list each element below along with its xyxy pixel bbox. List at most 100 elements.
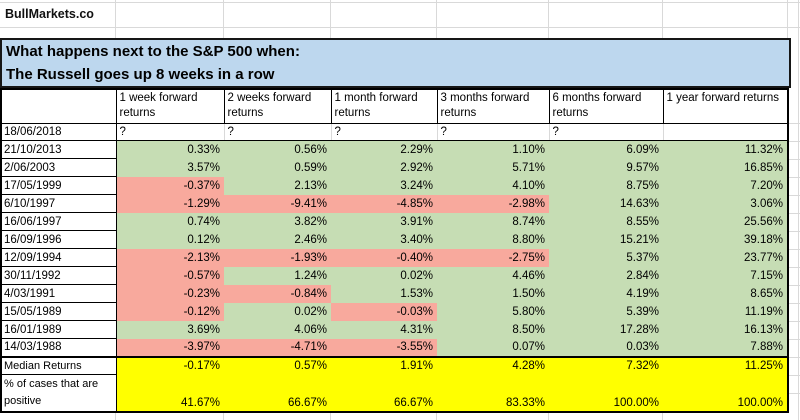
return-cell[interactable]: -2.13% <box>116 248 224 267</box>
return-cell[interactable]: 2.84% <box>549 266 663 285</box>
positive-value-cell[interactable]: 100.00% <box>663 374 788 412</box>
median-label-cell[interactable]: Median Returns <box>0 355 117 375</box>
return-cell[interactable]: 7.88% <box>663 338 788 357</box>
date-cell[interactable]: 12/09/1994 <box>0 248 117 267</box>
return-cell[interactable]: 2.46% <box>224 230 331 249</box>
return-cell[interactable]: -2.75% <box>437 248 549 267</box>
question-cell[interactable]: ? <box>224 123 332 141</box>
question-cell[interactable]: ? <box>437 123 550 141</box>
return-cell[interactable]: 0.02% <box>224 302 331 321</box>
return-cell[interactable]: 3.06% <box>663 194 788 213</box>
return-cell[interactable]: 8.50% <box>437 320 549 339</box>
median-value-cell[interactable]: 11.25% <box>663 355 788 375</box>
return-cell[interactable]: 9.57% <box>549 158 663 177</box>
column-header[interactable]: 1 week forward returns <box>115 88 225 124</box>
column-header[interactable]: 3 months forward returns <box>436 88 550 124</box>
question-cell[interactable]: ? <box>331 123 438 141</box>
date-cell[interactable]: 16/01/1989 <box>0 320 117 339</box>
return-cell[interactable]: 3.91% <box>331 212 437 231</box>
date-cell[interactable]: 4/03/1991 <box>0 284 117 303</box>
column-header[interactable]: 6 months forward returns <box>548 88 664 124</box>
return-cell[interactable]: 5.71% <box>437 158 549 177</box>
return-cell[interactable]: 8.75% <box>549 176 663 195</box>
return-cell[interactable]: 4.31% <box>331 320 437 339</box>
date-cell[interactable]: 6/10/1997 <box>0 194 117 213</box>
return-cell[interactable]: -0.84% <box>224 284 331 303</box>
return-cell[interactable]: 3.69% <box>116 320 224 339</box>
return-cell[interactable]: -9.41% <box>224 194 331 213</box>
return-cell[interactable]: -4.85% <box>331 194 437 213</box>
return-cell[interactable]: 4.46% <box>437 266 549 285</box>
return-cell[interactable]: 8.80% <box>437 230 549 249</box>
return-cell[interactable]: 17.28% <box>549 320 663 339</box>
positive-value-cell[interactable]: 83.33% <box>437 374 549 412</box>
return-cell[interactable]: 6.09% <box>549 140 663 159</box>
date-cell[interactable]: 14/03/1988 <box>0 338 117 357</box>
return-cell[interactable]: 2.29% <box>331 140 437 159</box>
return-cell[interactable]: 1.24% <box>224 266 331 285</box>
median-value-cell[interactable]: 4.28% <box>437 355 549 375</box>
date-cell[interactable]: 15/05/1989 <box>0 302 117 321</box>
return-cell[interactable]: 0.74% <box>116 212 224 231</box>
return-cell[interactable]: 1.50% <box>437 284 549 303</box>
return-cell[interactable]: 4.06% <box>224 320 331 339</box>
return-cell[interactable]: 7.15% <box>663 266 788 285</box>
return-cell[interactable]: 16.85% <box>663 158 788 177</box>
median-value-cell[interactable]: 0.57% <box>224 355 331 375</box>
return-cell[interactable]: -3.97% <box>116 338 224 357</box>
return-cell[interactable]: 5.39% <box>549 302 663 321</box>
return-cell[interactable]: 4.10% <box>437 176 549 195</box>
positive-value-cell[interactable]: 41.67% <box>116 374 224 412</box>
return-cell[interactable]: 0.56% <box>224 140 331 159</box>
return-cell[interactable]: -1.29% <box>116 194 224 213</box>
question-cell[interactable] <box>663 123 788 141</box>
date-cell[interactable]: 16/09/1996 <box>0 230 117 249</box>
median-value-cell[interactable]: 1.91% <box>331 355 437 375</box>
return-cell[interactable]: -4.71% <box>224 338 331 357</box>
date-cell[interactable]: 21/10/2013 <box>0 140 117 159</box>
date-cell[interactable]: 2/06/2003 <box>0 158 117 177</box>
return-cell[interactable]: 2.13% <box>224 176 331 195</box>
corner-cell[interactable] <box>0 88 117 124</box>
positive-value-cell[interactable]: 66.67% <box>224 374 331 412</box>
return-cell[interactable]: 0.02% <box>331 266 437 285</box>
return-cell[interactable]: -2.98% <box>437 194 549 213</box>
return-cell[interactable]: 0.33% <box>116 140 224 159</box>
return-cell[interactable]: -0.57% <box>116 266 224 285</box>
return-cell[interactable]: -0.12% <box>116 302 224 321</box>
column-header[interactable]: 1 month forward returns <box>330 88 438 124</box>
return-cell[interactable]: 16.13% <box>663 320 788 339</box>
return-cell[interactable]: -0.23% <box>116 284 224 303</box>
median-value-cell[interactable]: -0.17% <box>116 355 224 375</box>
return-cell[interactable]: 4.19% <box>549 284 663 303</box>
return-cell[interactable]: 1.10% <box>437 140 549 159</box>
date-cell[interactable]: 16/06/1997 <box>0 212 117 231</box>
positive-value-cell[interactable]: 66.67% <box>331 374 437 412</box>
return-cell[interactable]: 8.55% <box>549 212 663 231</box>
question-cell[interactable]: ? <box>116 123 225 141</box>
return-cell[interactable]: 3.82% <box>224 212 331 231</box>
column-header[interactable]: 2 weeks forward returns <box>223 88 332 124</box>
return-cell[interactable]: -0.40% <box>331 248 437 267</box>
return-cell[interactable]: 3.24% <box>331 176 437 195</box>
return-cell[interactable]: 5.80% <box>437 302 549 321</box>
return-cell[interactable]: 23.77% <box>663 248 788 267</box>
return-cell[interactable]: 0.07% <box>437 338 549 357</box>
column-header[interactable]: 1 year forward returns <box>662 88 789 124</box>
return-cell[interactable]: -0.03% <box>331 302 437 321</box>
return-cell[interactable]: 11.32% <box>663 140 788 159</box>
return-cell[interactable]: 11.19% <box>663 302 788 321</box>
return-cell[interactable]: 3.40% <box>331 230 437 249</box>
positive-label-cell[interactable]: % of cases that are positive <box>0 374 117 412</box>
return-cell[interactable]: 7.20% <box>663 176 788 195</box>
question-cell[interactable]: ? <box>549 123 664 141</box>
return-cell[interactable]: 15.21% <box>549 230 663 249</box>
return-cell[interactable]: 25.56% <box>663 212 788 231</box>
return-cell[interactable]: 3.57% <box>116 158 224 177</box>
return-cell[interactable]: 0.59% <box>224 158 331 177</box>
return-cell[interactable]: 0.12% <box>116 230 224 249</box>
return-cell[interactable]: 8.65% <box>663 284 788 303</box>
return-cell[interactable]: -3.55% <box>331 338 437 357</box>
positive-value-cell[interactable]: 100.00% <box>549 374 663 412</box>
return-cell[interactable]: 39.18% <box>663 230 788 249</box>
